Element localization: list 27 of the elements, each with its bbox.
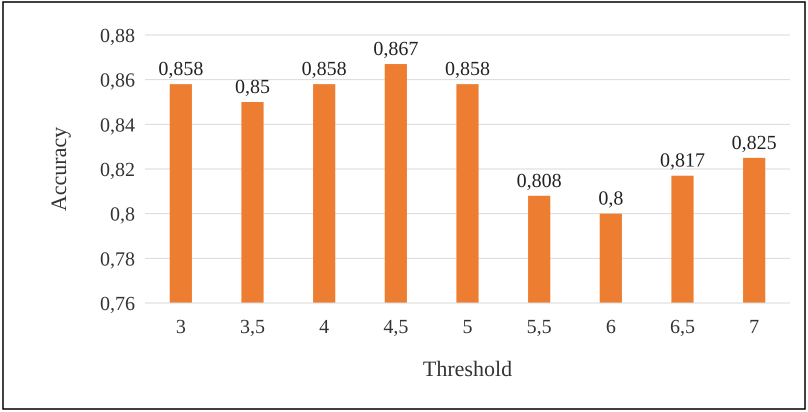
y-tick-label: 0,84 (100, 114, 135, 136)
y-tick-label: 0,78 (100, 248, 135, 270)
data-label: 0,858 (445, 58, 490, 80)
data-label: 0,85 (235, 76, 270, 98)
x-tick-label: 5 (462, 316, 472, 338)
x-tick-label: 4 (319, 316, 330, 338)
data-label: 0,858 (158, 58, 204, 80)
y-tick-label: 0,86 (100, 70, 135, 92)
x-tick-label: 3,5 (240, 316, 265, 338)
data-label: 0,808 (516, 170, 562, 192)
data-label: 0,858 (302, 58, 347, 80)
y-tick-label: 0,88 (100, 25, 135, 47)
x-tick-label: 4,5 (383, 316, 408, 338)
x-axis-title: Threshold (422, 356, 512, 381)
data-label: 0,817 (660, 150, 705, 172)
data-label: 0,867 (373, 38, 418, 60)
y-tick-label: 0,8 (110, 204, 135, 226)
data-label: 0,8 (598, 188, 624, 210)
x-tick-label: 6,5 (670, 316, 695, 338)
x-tick-label: 6 (606, 316, 616, 338)
x-tick-label: 5,5 (526, 316, 552, 338)
y-axis-title: Accuracy (46, 126, 71, 212)
y-tick-label: 0,82 (100, 159, 135, 181)
x-tick-label: 3 (176, 316, 186, 338)
x-tick-label: 7 (749, 316, 760, 338)
y-tick-label: 0,76 (100, 293, 135, 315)
data-label: 0,825 (732, 132, 777, 154)
